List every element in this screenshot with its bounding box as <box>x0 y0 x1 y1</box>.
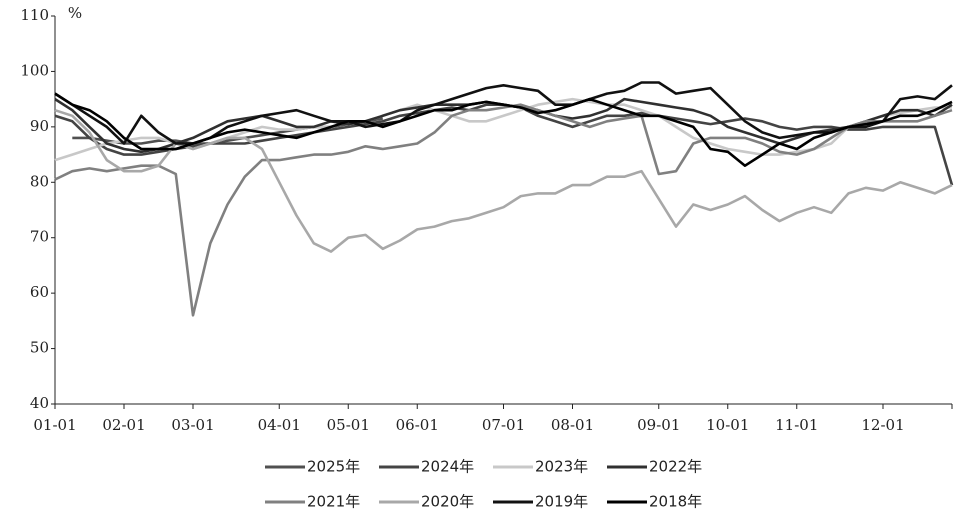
y-tick-label: 40 <box>30 394 49 412</box>
x-tick-label: 10-01 <box>706 416 749 434</box>
y-axis-label: % <box>68 4 82 22</box>
y-tick-label: 70 <box>30 228 49 246</box>
series-line <box>54 92 953 167</box>
legend-label: 2024年 <box>421 458 474 476</box>
x-tick-label: 04-01 <box>258 416 301 434</box>
x-tick-label: 06-01 <box>396 416 439 434</box>
x-tick-label: 05-01 <box>327 416 370 434</box>
legend-label: 2020年 <box>421 493 474 511</box>
x-tick-label: 01-01 <box>33 416 76 434</box>
y-tick-label: 100 <box>20 61 49 79</box>
x-tick-label: 12-01 <box>861 416 904 434</box>
x-tick-label: 08-01 <box>551 416 594 434</box>
legend-label: 2022年 <box>649 458 702 476</box>
series-line <box>54 81 953 145</box>
x-tick-label: 02-01 <box>102 416 145 434</box>
x-tick-label: 03-01 <box>171 416 214 434</box>
x-tick-label: 11-01 <box>775 416 818 434</box>
series-line <box>54 108 953 253</box>
y-tick-label: 50 <box>30 339 49 357</box>
y-tick-label: 60 <box>30 283 49 301</box>
y-tick-label: 110 <box>20 6 49 24</box>
x-tick-label: 07-01 <box>482 416 525 434</box>
legend-label: 2018年 <box>649 493 702 511</box>
y-tick-label: 90 <box>30 117 49 135</box>
legend-label: 2019年 <box>535 493 588 511</box>
legend-label: 2021年 <box>307 493 360 511</box>
x-tick-label: 09-01 <box>637 416 680 434</box>
legend-label: 2023年 <box>535 458 588 476</box>
series-line <box>54 103 953 317</box>
legend-label: 2025年 <box>307 458 360 476</box>
y-tick-label: 80 <box>30 172 49 190</box>
